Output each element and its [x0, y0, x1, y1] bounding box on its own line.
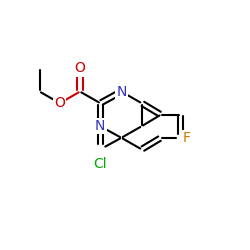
- Text: N: N: [116, 84, 126, 98]
- Text: Cl: Cl: [94, 157, 107, 171]
- Text: O: O: [74, 62, 86, 76]
- Text: N: N: [95, 119, 106, 133]
- Text: O: O: [54, 96, 65, 110]
- Text: F: F: [183, 131, 191, 145]
